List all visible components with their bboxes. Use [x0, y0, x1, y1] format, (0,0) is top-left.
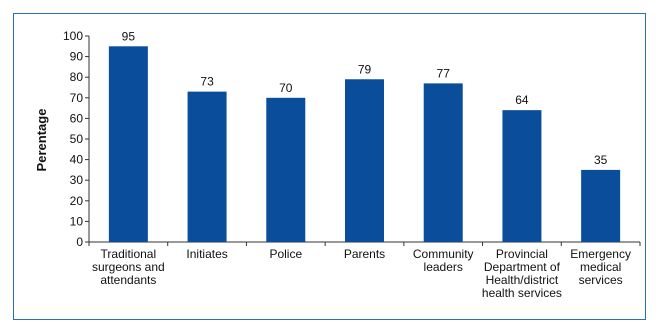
bar — [423, 83, 463, 242]
y-tick-label: 10 — [70, 214, 84, 228]
x-tick-label-line: Provincial — [496, 247, 548, 261]
bar — [345, 79, 384, 242]
y-tick-label: 70 — [70, 91, 84, 105]
y-tick-label: 20 — [70, 194, 84, 208]
y-axis-label: Perentage — [34, 109, 49, 172]
x-tick-label-line: services — [579, 273, 623, 287]
data-label: 70 — [279, 81, 293, 95]
y-tick-label: 30 — [70, 173, 84, 187]
y-tick-label: 0 — [76, 235, 83, 249]
x-tick-label: Community leaders — [413, 247, 474, 274]
x-tick-label-line: surgeons and — [92, 260, 165, 274]
x-tick-label: Parents — [344, 247, 385, 261]
bars — [108, 46, 621, 243]
x-tick-label-line: medical — [580, 260, 621, 274]
data-label: 35 — [594, 153, 608, 167]
x-tick-labels: Traditional surgeons and attendants Initiat… — [92, 247, 631, 300]
x-tick-label: Initiates — [186, 247, 227, 261]
y-tick-label: 60 — [70, 111, 84, 125]
x-tick-label: Emergency medical services — [570, 247, 631, 287]
x-tick-label-line: health services — [482, 286, 562, 300]
x-tick-label-line: Traditional — [101, 247, 157, 261]
data-label: 79 — [358, 62, 372, 76]
data-label: 95 — [122, 29, 136, 43]
data-label: 73 — [200, 75, 214, 89]
x-tick-label: Traditional surgeons and attendants — [92, 247, 165, 287]
y-tick-label: 40 — [70, 153, 84, 167]
x-tick-label: Provincial Department of Health/district he… — [482, 247, 562, 300]
x-tick-label-line: attendants — [100, 273, 156, 287]
x-tick-label-line: Community — [413, 247, 474, 261]
axes: 0 10 20 30 40 50 60 70 80 90 100 — [63, 29, 641, 249]
x-tick-label-line: Police — [269, 247, 302, 261]
bar — [108, 46, 148, 242]
x-tick-label-line: Emergency — [570, 247, 631, 261]
y-tick-label: 50 — [70, 132, 84, 146]
x-tick-label-line: Department of — [484, 260, 561, 274]
x-tick-label-line: Initiates — [186, 247, 227, 261]
y-tick-label: 90 — [70, 50, 84, 64]
bar — [581, 169, 621, 242]
data-label: 77 — [437, 66, 451, 80]
x-tick-label: Police — [269, 247, 302, 261]
data-label: 64 — [515, 93, 529, 107]
x-tick-label-line: leaders — [424, 260, 463, 274]
bar — [187, 91, 227, 243]
y-tick-label: 100 — [63, 29, 83, 43]
x-tick-label-line: Health/district — [486, 273, 559, 287]
bar — [266, 97, 306, 242]
y-tick-label: 80 — [70, 70, 84, 84]
bar — [502, 110, 542, 242]
data-labels: 95 73 70 79 77 64 35 — [122, 29, 608, 167]
x-tick-label-line: Parents — [344, 247, 385, 261]
